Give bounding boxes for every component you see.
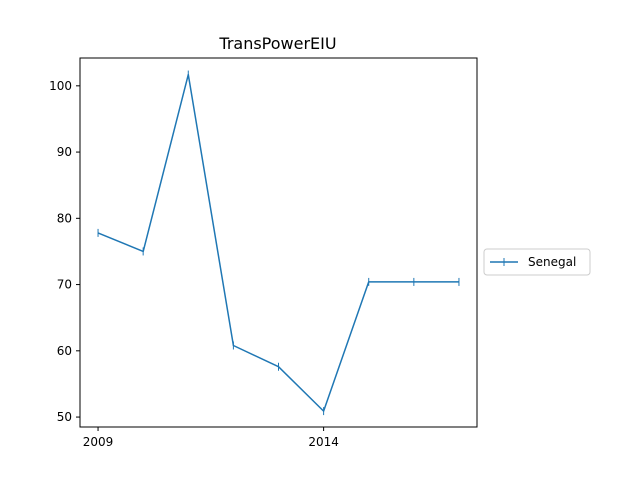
- legend-box: [483, 248, 591, 276]
- y-tick-label: 80: [57, 211, 72, 225]
- axes: 50 60 70 80 90 100 2009 2014: [49, 79, 339, 449]
- chart-title: TransPowerEIU: [218, 34, 336, 53]
- y-tick-label: 50: [57, 410, 72, 424]
- legend-label-senegal: Senegal: [528, 255, 576, 269]
- x-tick-label: 2009: [83, 435, 114, 449]
- series-line-0: [97, 73, 459, 412]
- y-tick-label: 90: [57, 145, 72, 159]
- y-tick-label: 70: [57, 278, 72, 292]
- y-tick-label: 60: [57, 344, 72, 358]
- series-group: [97, 70, 460, 416]
- x-tick-label: 2014: [308, 435, 339, 449]
- legend: Senegal: [483, 248, 591, 276]
- y-tick-label: 100: [49, 79, 72, 93]
- plot-frame: [79, 57, 478, 428]
